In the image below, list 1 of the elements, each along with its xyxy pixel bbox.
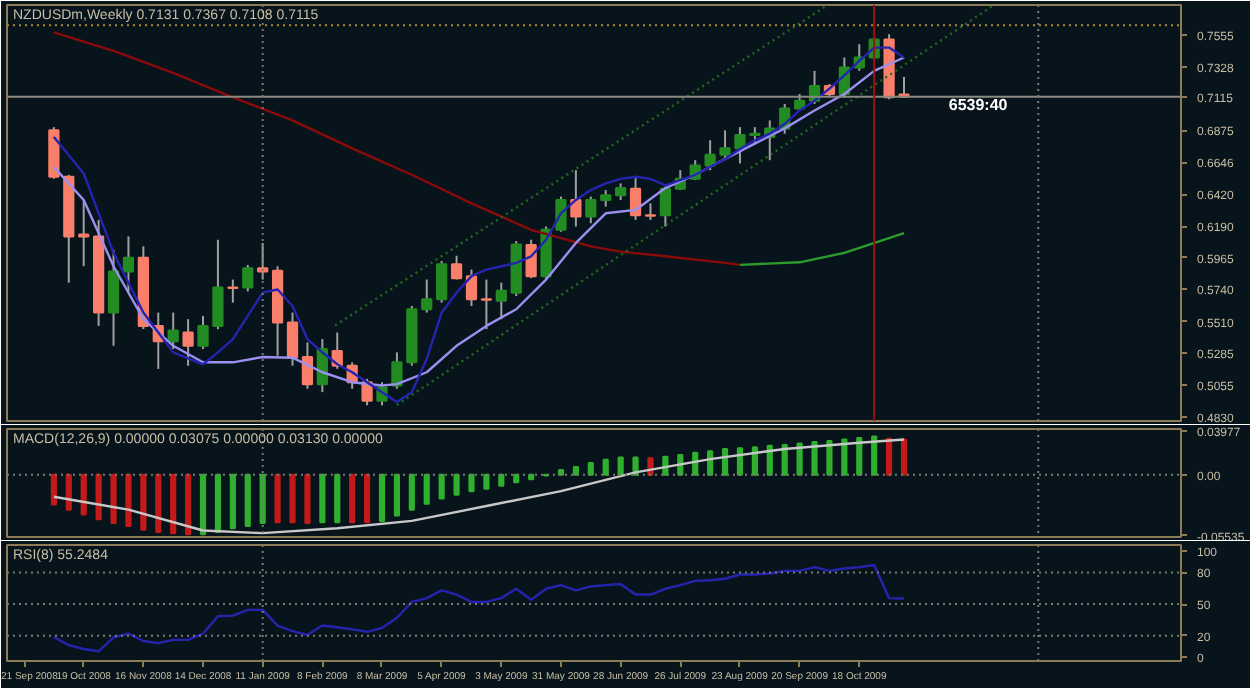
annotation: 6539:40: [948, 95, 1009, 114]
